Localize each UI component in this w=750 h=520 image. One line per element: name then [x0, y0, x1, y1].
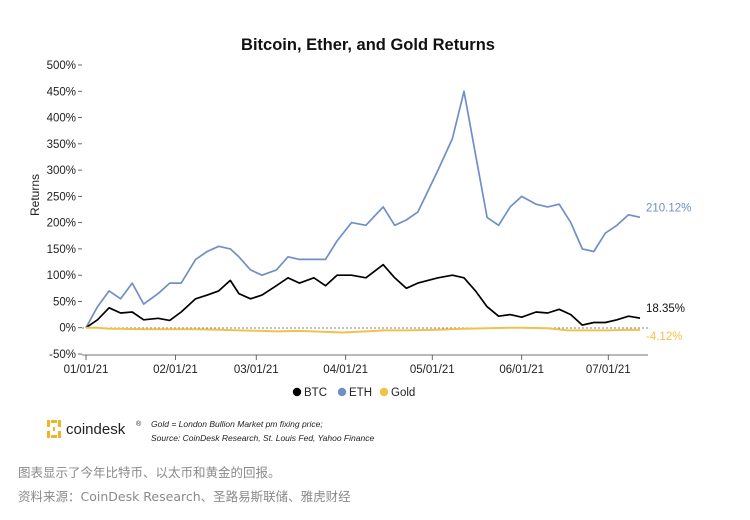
- y-tick-label: 100%: [47, 270, 76, 282]
- y-tick-label: 400%: [47, 113, 76, 125]
- series-lines: [85, 90, 641, 334]
- end-label-btc: 18.35%: [646, 303, 685, 315]
- x-tick-label: 04/01/21: [323, 364, 368, 376]
- footer-note: Gold = London Bullion Market pm fixing p…: [151, 419, 323, 429]
- coindesk-mark-icon: [47, 420, 61, 438]
- y-tick-label: 150%: [47, 244, 76, 256]
- legend: BTC ETH Gold: [292, 387, 415, 399]
- y-tick-label: 300%: [47, 165, 76, 177]
- legend-marker-btc: [292, 387, 302, 397]
- y-tick-label: 0%: [59, 323, 76, 335]
- footer-source: Source: CoinDesk Research, St. Louis Fed…: [151, 433, 374, 443]
- y-tick-label: 250%: [47, 191, 76, 203]
- series-line-eth: [85, 90, 641, 329]
- x-tick-label: 01/01/21: [64, 364, 109, 376]
- y-tick-label: -50%: [49, 349, 76, 361]
- coindesk-logo: coindesk ®: [47, 420, 142, 438]
- legend-marker-eth: [337, 387, 347, 397]
- y-tick-label: 200%: [47, 218, 76, 230]
- y-axis-label: Returns: [28, 174, 42, 216]
- end-label-eth: 210.12%: [646, 202, 691, 214]
- legend-label-eth: ETH: [349, 387, 372, 399]
- legend-label-gold: Gold: [391, 387, 415, 399]
- y-tick-label: 500%: [47, 60, 76, 72]
- coindesk-wordmark: coindesk: [66, 421, 126, 438]
- caption-line-1: 图表显示了今年比特币、以太币和黄金的回报。: [18, 465, 281, 480]
- x-tick-label: 03/01/21: [234, 364, 279, 376]
- legend-label-btc: BTC: [304, 387, 327, 399]
- y-tick-label: 450%: [47, 86, 76, 98]
- coindesk-registered-mark: ®: [136, 420, 142, 428]
- x-axis: 01/01/21 02/01/21 03/01/21 04/01/21 05/01/21…: [64, 354, 648, 376]
- x-tick-label: 02/01/21: [153, 364, 198, 376]
- series-line-gold: [86, 326, 641, 334]
- y-tick-label: 350%: [47, 139, 76, 151]
- caption-line-2: 资料来源：CoinDesk Research、圣路易斯联储、雅虎财经: [18, 489, 351, 504]
- x-tick-label: 06/01/21: [499, 364, 544, 376]
- chart-title: Bitcoin, Ether, and Gold Returns: [241, 36, 495, 54]
- series-end-labels: 18.35% 210.12% -4.12%: [646, 202, 691, 343]
- y-tick-label: 50%: [53, 296, 76, 308]
- legend-marker-gold: [379, 387, 389, 397]
- x-tick-label: 05/01/21: [410, 364, 455, 376]
- end-label-gold: -4.12%: [646, 331, 682, 343]
- series-line-btc: [85, 263, 641, 329]
- y-axis-ticks: 500% 450% 400% 350% 300% 250% 200% 150% 100% 50% 0…: [47, 60, 82, 361]
- x-tick-label: 07/01/21: [586, 364, 631, 376]
